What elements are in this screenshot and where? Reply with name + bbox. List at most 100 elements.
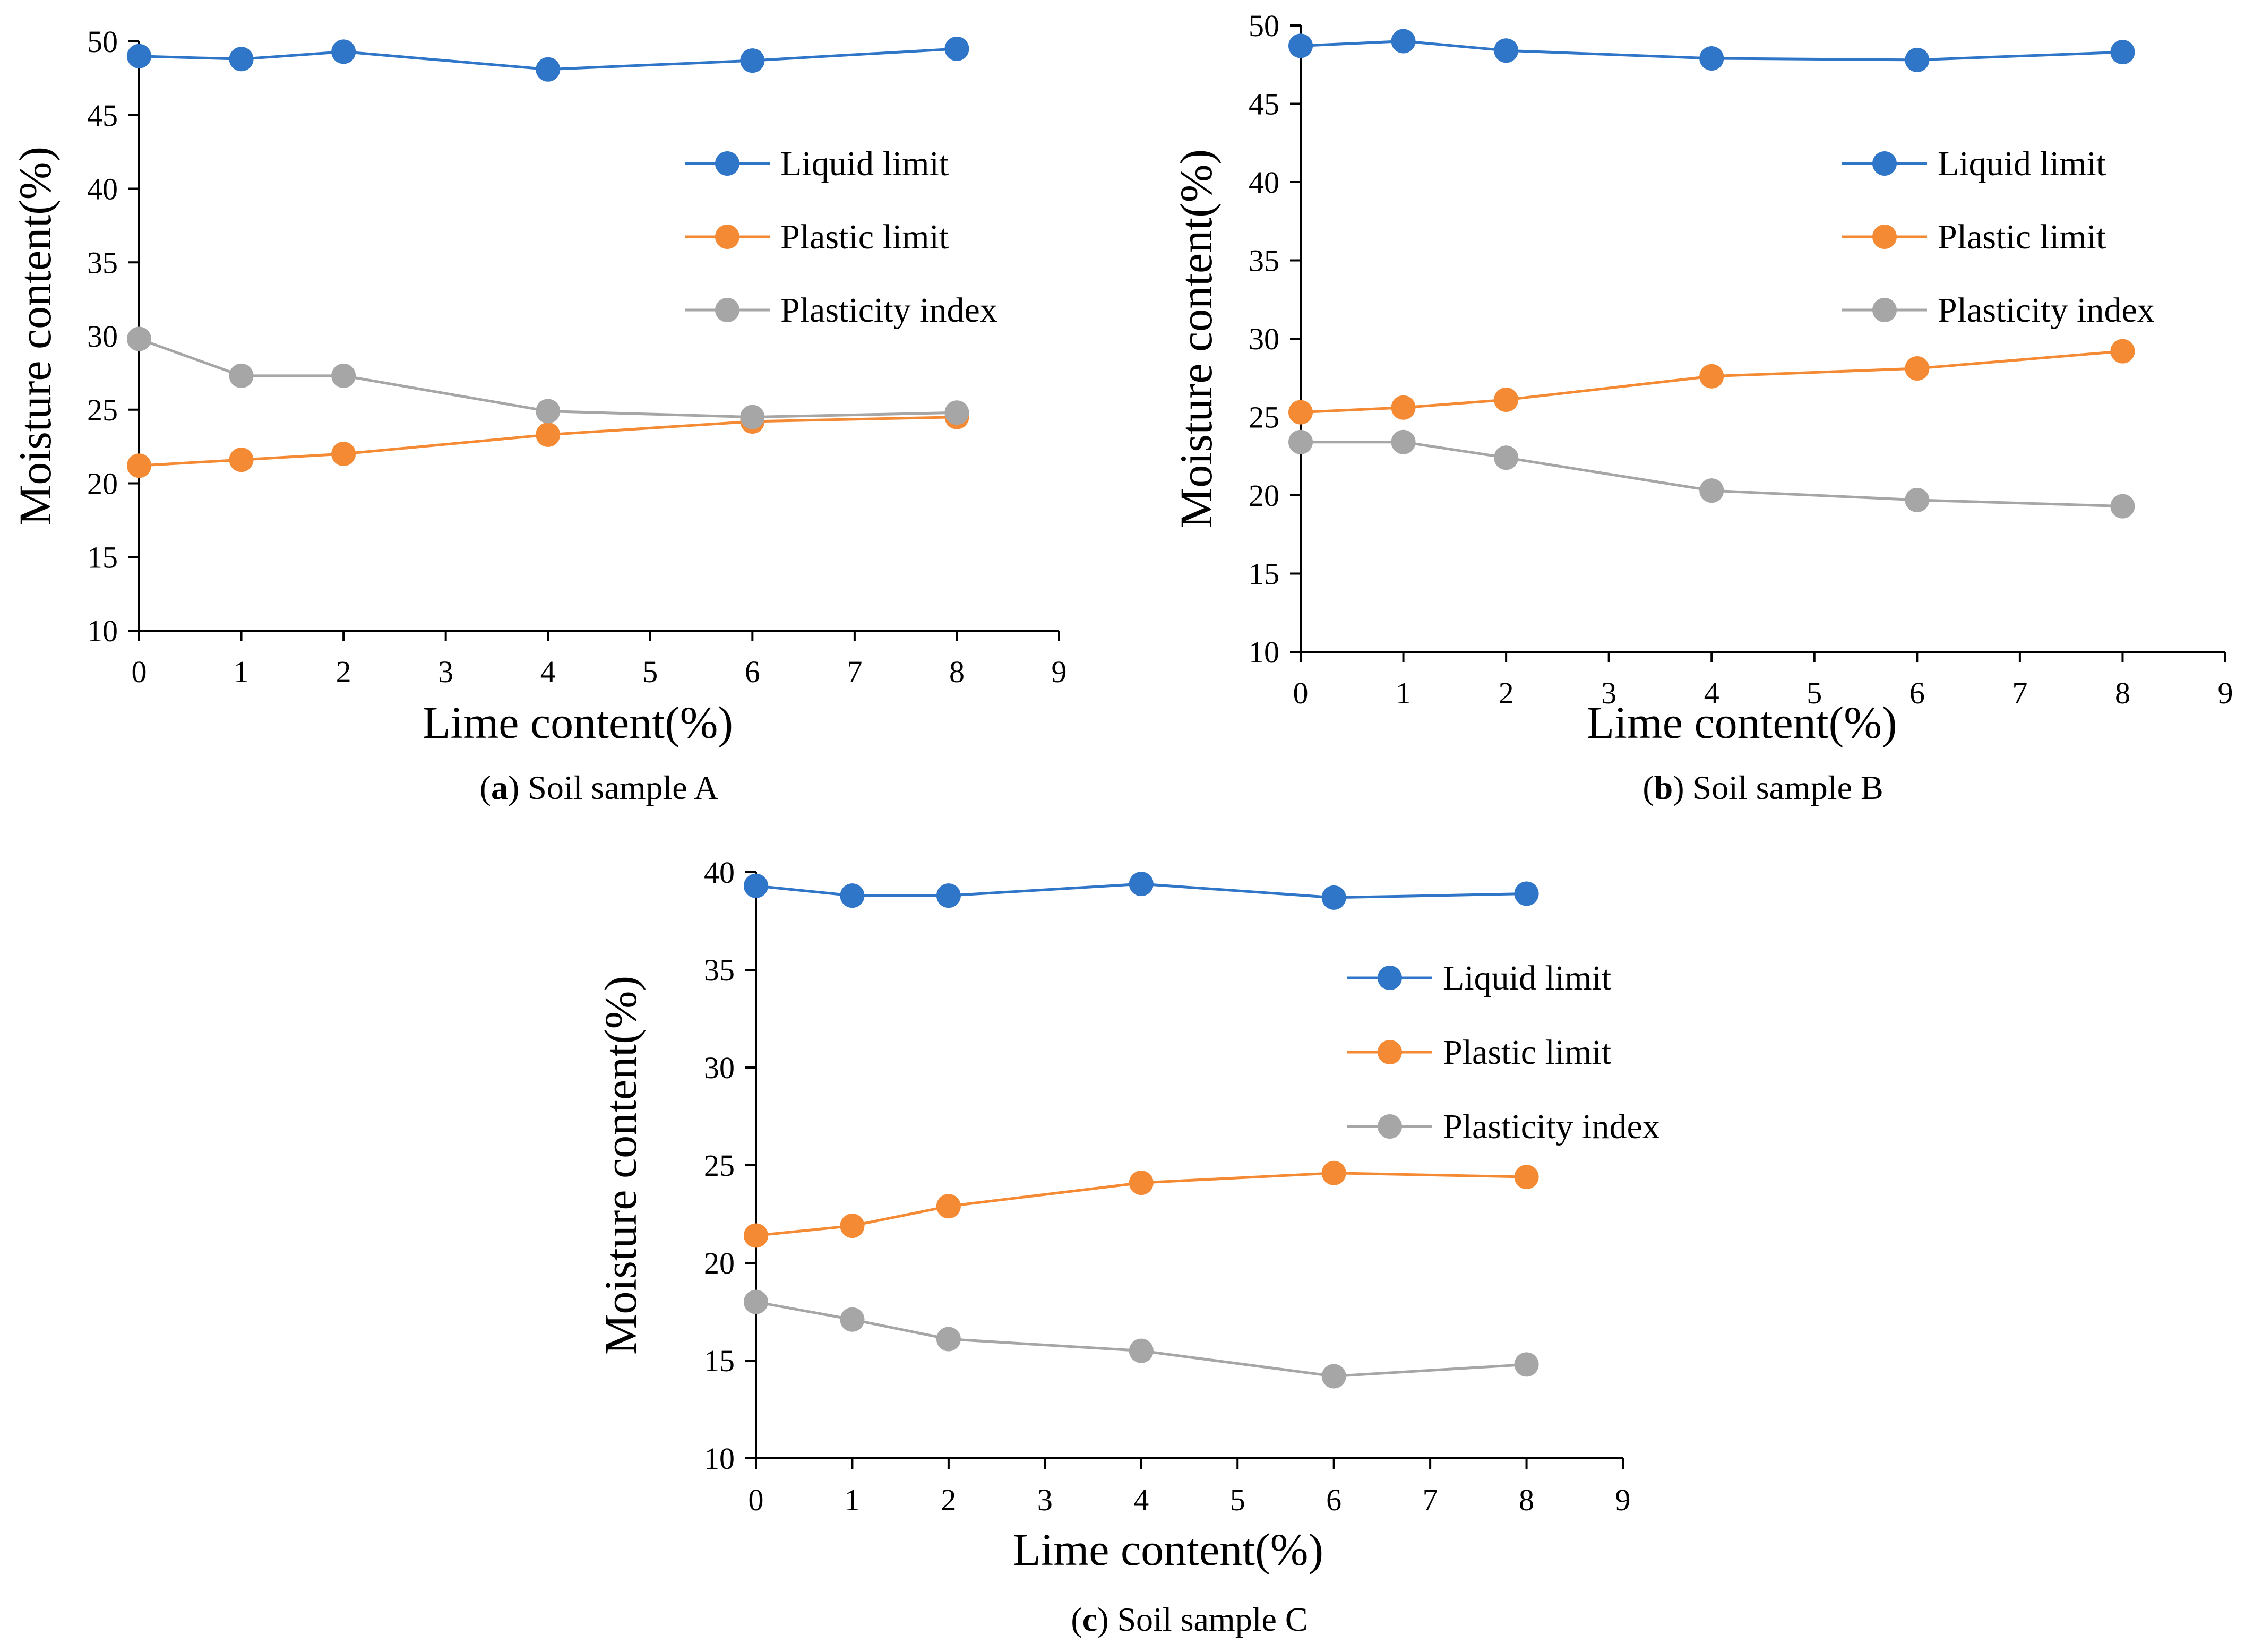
data-point-plastic-limit (229, 448, 254, 472)
y-tick-label: 10 (704, 1441, 735, 1476)
x-tick-label: 3 (1037, 1483, 1053, 1517)
legend-marker-liquid-limit (715, 151, 739, 176)
legend-marker-liquid-limit (1378, 966, 1402, 990)
y-axis-title: Moisture content(%) (10, 147, 61, 526)
x-tick-label: 7 (2012, 676, 2027, 710)
legend-label-plastic-limit: Plastic limit (1443, 1033, 1611, 1072)
x-tick-label: 4 (1133, 1483, 1149, 1517)
data-point-plasticity-index (1494, 445, 1519, 470)
data-point-plasticity-index (1905, 487, 1930, 512)
data-point-plastic-limit (331, 442, 356, 466)
x-tick-label: 7 (847, 655, 862, 689)
data-point-plasticity-index (740, 405, 765, 429)
series-line-plasticity-index (1301, 441, 2123, 508)
legend-label-plastic-limit: Plastic limit (1938, 218, 2106, 256)
data-point-plasticity-index (1321, 1364, 1346, 1389)
x-tick-label: 9 (1615, 1483, 1631, 1517)
series-line-plastic-limit (1300, 350, 2123, 414)
x-tick-label: 2 (1499, 676, 1514, 710)
series-line-plasticity-index (755, 1301, 1527, 1378)
legend-marker-plastic-limit (715, 225, 739, 249)
data-point-plasticity-index (936, 1327, 961, 1352)
series-line-plastic-limit (139, 416, 957, 467)
data-point-liquid-limit (744, 873, 768, 898)
legend-marker-plastic-limit (1378, 1040, 1402, 1064)
x-tick-label: 7 (1423, 1483, 1438, 1517)
series-line-plasticity-index (139, 338, 957, 419)
data-point-liquid-limit (840, 883, 865, 908)
y-tick-label: 10 (87, 614, 118, 648)
x-tick-label: 5 (1230, 1483, 1245, 1517)
data-point-liquid-limit (740, 48, 765, 73)
data-point-plasticity-index (1288, 429, 1313, 454)
y-tick-label: 10 (1249, 635, 1279, 669)
data-point-plastic-limit (1391, 395, 1416, 420)
x-tick-label: 5 (1807, 676, 1822, 710)
series-line-liquid-limit (139, 47, 957, 71)
caption-text: Soil sample A (528, 769, 718, 806)
data-point-liquid-limit (1905, 47, 1930, 72)
y-tick-label: 25 (704, 1148, 735, 1183)
x-tick-label: 0 (1293, 676, 1309, 710)
caption-paren-open: ( (1642, 769, 1654, 806)
caption-letter: b (1654, 769, 1673, 806)
y-tick-label: 25 (1249, 400, 1279, 435)
x-tick-label: 0 (132, 655, 147, 689)
caption-paren-open: ( (1071, 1601, 1082, 1638)
y-tick-label: 20 (704, 1246, 735, 1280)
legend-label-plasticity-index: Plasticity index (1938, 291, 2155, 330)
data-point-plastic-limit (1905, 356, 1930, 381)
x-tick-label: 6 (1909, 676, 1925, 710)
data-point-liquid-limit (536, 57, 561, 82)
caption-paren-close: ) (1097, 1601, 1117, 1638)
data-point-liquid-limit (127, 44, 151, 68)
data-point-plasticity-index (229, 363, 254, 388)
data-point-plastic-limit (840, 1214, 865, 1238)
panel-caption: (a) Soil sample A (480, 769, 719, 806)
data-point-plasticity-index (127, 326, 151, 351)
data-point-plasticity-index (536, 399, 561, 424)
data-point-liquid-limit (1514, 881, 1539, 906)
data-point-plasticity-index (331, 363, 356, 388)
data-point-plastic-limit (1288, 400, 1313, 425)
y-tick-label: 40 (704, 855, 735, 890)
y-tick-label: 40 (87, 172, 118, 206)
data-point-plastic-limit (744, 1223, 768, 1248)
data-point-liquid-limit (331, 39, 356, 64)
x-tick-label: 0 (749, 1483, 764, 1517)
x-tick-label: 8 (1519, 1483, 1534, 1517)
x-tick-label: 9 (1052, 655, 1067, 689)
y-tick-label: 35 (1249, 244, 1279, 278)
y-tick-label: 15 (704, 1344, 735, 1378)
data-point-plasticity-index (840, 1307, 865, 1332)
data-point-liquid-limit (229, 47, 254, 72)
data-point-liquid-limit (936, 883, 961, 908)
y-tick-label: 15 (87, 540, 118, 574)
data-point-plasticity-index (1514, 1352, 1539, 1377)
legend-marker-plastic-limit (1872, 225, 1897, 249)
legend-marker-plasticity-index (1378, 1114, 1402, 1139)
legend-marker-plasticity-index (1872, 298, 1897, 322)
y-tick-label: 45 (87, 98, 118, 133)
data-point-plasticity-index (744, 1289, 768, 1314)
legend-label-plasticity-index: Plasticity index (1443, 1107, 1660, 1146)
data-point-liquid-limit (944, 36, 969, 61)
data-point-plastic-limit (536, 422, 561, 447)
data-point-liquid-limit (1391, 29, 1416, 54)
data-point-plasticity-index (944, 400, 969, 425)
data-point-liquid-limit (1288, 33, 1313, 58)
data-point-plastic-limit (1514, 1165, 1539, 1190)
x-tick-label: 2 (941, 1483, 956, 1517)
x-tick-label: 1 (1396, 676, 1411, 710)
caption-letter: a (491, 769, 508, 806)
series-line-liquid-limit (755, 882, 1527, 899)
data-point-plastic-limit (2110, 339, 2135, 364)
y-axis-title: Moisture content(%) (595, 976, 646, 1355)
data-point-liquid-limit (1699, 46, 1724, 71)
data-point-plasticity-index (1699, 478, 1724, 503)
data-point-plasticity-index (2110, 494, 2135, 519)
series-line-plastic-limit (755, 1172, 1527, 1237)
